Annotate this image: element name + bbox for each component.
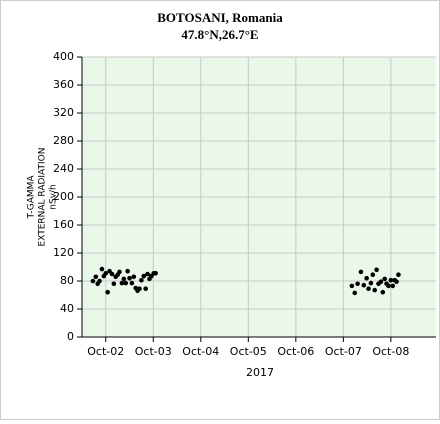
point — [396, 272, 401, 278]
point — [366, 286, 371, 292]
x-tick-label: Oct-07 — [325, 345, 362, 358]
point — [352, 290, 358, 296]
x-tick-label: Oct-02 — [87, 345, 124, 358]
point — [153, 271, 158, 276]
point — [119, 280, 125, 286]
y-tick-label: 240 — [53, 162, 74, 175]
point — [368, 280, 374, 286]
point — [361, 282, 367, 288]
y-tick-label: 320 — [53, 106, 74, 119]
point — [90, 278, 96, 284]
point — [388, 278, 394, 283]
point — [123, 280, 129, 286]
point — [93, 274, 99, 280]
point — [109, 271, 115, 277]
point — [143, 286, 148, 292]
x-tick-label: Oct-08 — [372, 345, 409, 358]
chart-title: BOTOSANI, Romania — [157, 10, 283, 25]
y-label-line: nSv/h — [49, 184, 59, 209]
point — [137, 286, 142, 292]
point — [349, 283, 355, 289]
point — [125, 268, 130, 274]
point — [129, 280, 135, 286]
point — [380, 289, 386, 295]
x-tick-label: Oct-03 — [135, 345, 172, 358]
point — [127, 275, 132, 281]
y-tick-label: 120 — [53, 246, 74, 259]
point — [390, 283, 396, 289]
y-tick-label: 80 — [60, 274, 74, 287]
point — [355, 281, 360, 287]
x-axis-label: 2017 — [246, 366, 274, 379]
x-tick-label: Oct-04 — [182, 345, 219, 358]
y-tick-label: 400 — [53, 50, 74, 63]
point — [364, 275, 369, 281]
point — [382, 276, 387, 282]
point — [394, 279, 399, 285]
point — [370, 272, 376, 278]
y-tick-label: 160 — [53, 218, 74, 231]
y-axis-label: T-GAMMA EXTERNAL RADIATION nSv/h — [27, 148, 59, 247]
y-tick-label: 360 — [53, 78, 74, 91]
x-tick-label: Oct-05 — [230, 345, 267, 358]
point — [358, 269, 364, 275]
y-tick-label: 280 — [53, 134, 74, 147]
y-label-line: EXTERNAL RADIATION — [38, 148, 48, 247]
chart-subtitle: 47.8°N,26.7°E — [181, 27, 258, 42]
point — [99, 266, 105, 272]
point — [139, 278, 144, 283]
y-tick-label: 200 — [53, 190, 74, 203]
point — [111, 281, 117, 287]
point — [131, 274, 137, 280]
y-label-line: T-GAMMA — [27, 175, 37, 220]
point — [386, 283, 391, 289]
point — [105, 289, 110, 295]
point — [378, 279, 384, 285]
point — [145, 271, 150, 277]
x-tick-label: Oct-06 — [277, 345, 314, 358]
point — [141, 273, 147, 279]
point — [372, 287, 378, 293]
y-tick-label: 0 — [67, 330, 74, 343]
point — [121, 276, 127, 282]
y-tick-label: 40 — [60, 302, 74, 315]
point — [117, 269, 122, 275]
point — [97, 278, 102, 284]
point — [374, 267, 379, 273]
point — [103, 271, 109, 276]
